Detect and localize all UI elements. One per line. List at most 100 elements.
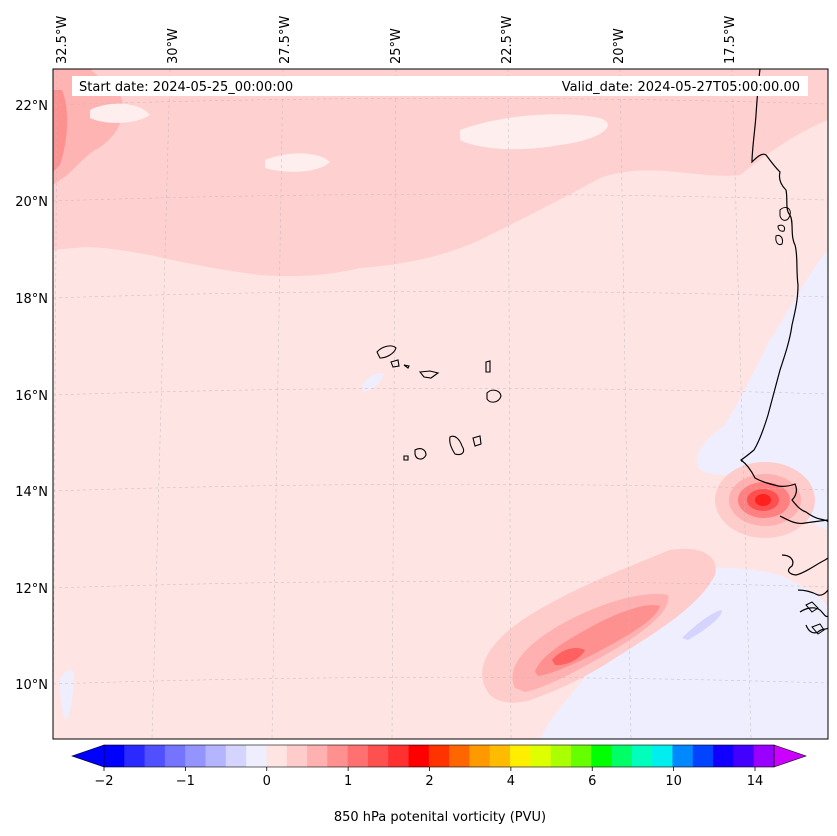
colorbar-cell (753, 745, 775, 767)
colorbar-cell (510, 745, 531, 767)
colorbar-tick-label: 2 (425, 774, 433, 789)
pv-negative-streak (682, 610, 722, 640)
gridlines (53, 69, 828, 739)
colorbar-cell (266, 745, 288, 767)
colorbar-tick-label: 6 (588, 774, 596, 789)
colorbar-cell (713, 745, 734, 767)
pv-light-patch (90, 103, 150, 123)
colorbar-cell (144, 745, 166, 767)
colorbar-cell (591, 745, 612, 767)
colorbar-extend-min (71, 744, 105, 768)
colorbar-extend-max (773, 744, 807, 768)
colorbar-cell (530, 745, 552, 767)
island-boa-vista (486, 389, 502, 403)
pv-filament-south-peak (552, 648, 585, 666)
island-brava (403, 455, 409, 461)
colorbar-ticks: −2 −1 0 1 2 4 6 10 14 (94, 767, 763, 789)
bijagos-island (811, 623, 825, 635)
lat-label: 10°N (15, 678, 48, 693)
start-date-label: Start date: 2024-05-25_00:00:00 (79, 80, 293, 95)
colorbar-cell (550, 745, 572, 767)
pv-max-core (755, 494, 771, 506)
colorbar-cell (692, 745, 714, 767)
pv-band-north (53, 69, 828, 277)
colorbar-tick-label: 10 (665, 774, 682, 789)
pv-band-north-peak (53, 90, 68, 172)
island-santa-luzia (403, 364, 410, 369)
colorbar-cell (489, 745, 511, 767)
colorbar-cell (652, 745, 673, 767)
map-panel (53, 69, 828, 739)
map-frame (52, 68, 829, 740)
colorbar-cell (631, 745, 653, 767)
colorbar-cell (672, 745, 694, 767)
island-fogo (414, 448, 427, 460)
canary-island (779, 207, 791, 221)
africa-coastline (739, 69, 828, 523)
island-santo-antao (376, 345, 397, 359)
lat-label: 18°N (15, 292, 48, 307)
colorbar: −2 −1 0 1 2 4 6 10 14 850 hPa potenital vorticit… (71, 744, 807, 825)
valid-date-label: Valid_date: 2024-05-27T05:00:00.00 (562, 80, 800, 95)
lat-label: 20°N (15, 195, 48, 210)
lon-label: 32.5°W (55, 16, 70, 64)
colorbar-cell (225, 745, 247, 767)
canary-island (777, 224, 785, 232)
colorbar-tick-label: 1 (344, 774, 352, 789)
island-santiago (449, 435, 465, 456)
colorbar-cells (104, 745, 775, 767)
colorbar-tick-label: −2 (94, 774, 113, 789)
lon-label: 27.5°W (278, 16, 293, 64)
pv-negative-region (696, 250, 828, 530)
lon-label: 22.5°W (500, 16, 515, 64)
colorbar-cell (205, 745, 227, 767)
pv-light-patch (460, 114, 608, 150)
lat-label: 12°N (15, 582, 48, 597)
colorbar-outline (103, 744, 775, 768)
colorbar-cell (124, 745, 145, 767)
longitude-labels: 32.5°W 30°W 27.5°W 25°W 22.5°W 20°W 17.5… (55, 16, 738, 64)
latitude-labels: 22°N 20°N 18°N 16°N 14°N 12°N 10°N (15, 99, 48, 693)
colorbar-cell (449, 745, 470, 767)
lon-label: 20°W (612, 28, 627, 64)
pv-band-north-dark (53, 69, 124, 185)
canary-island (775, 235, 783, 245)
lat-label: 22°N (15, 99, 48, 114)
colorbar-cell (570, 745, 592, 767)
colorbar-cell (367, 745, 389, 767)
colorbar-cell (286, 745, 308, 767)
lat-label: 14°N (15, 485, 48, 500)
colorbar-label: 850 hPa potenital vorticity (PVU) (334, 810, 546, 825)
bijagos-island (805, 601, 819, 613)
colorbar-cell (408, 745, 430, 767)
cape-verde-islands (376, 345, 502, 461)
lat-label: 16°N (15, 389, 48, 404)
start-date-box (72, 76, 808, 96)
colorbar-cell (164, 745, 186, 767)
colorbar-cell (347, 745, 369, 767)
colorbar-cell (388, 745, 409, 767)
pv-negative-streak (60, 670, 74, 720)
colorbar-cell (246, 745, 267, 767)
colorbar-tick-label: 4 (507, 774, 515, 789)
island-sal (485, 360, 491, 373)
colorbar-tick-label: 0 (263, 774, 271, 789)
colorbar-cell (104, 745, 125, 767)
colorbar-cell (327, 745, 349, 767)
colorbar-cell (733, 745, 755, 767)
africa-coastline (741, 460, 828, 634)
lon-label: 17.5°W (723, 16, 738, 64)
island-maio (472, 435, 482, 447)
colorbar-cell (307, 745, 328, 767)
colorbar-cell (469, 745, 491, 767)
island-sao-vicente (390, 359, 400, 368)
colorbar-cell (185, 745, 206, 767)
pv-negative-streak (362, 373, 384, 392)
colorbar-cell (428, 745, 450, 767)
lon-label: 25°W (389, 28, 404, 64)
lon-label: 30°W (166, 28, 181, 64)
island-sao-nicolau (418, 370, 440, 379)
colorbar-tick-label: −1 (176, 774, 195, 789)
colorbar-tick-label: 14 (747, 774, 764, 789)
